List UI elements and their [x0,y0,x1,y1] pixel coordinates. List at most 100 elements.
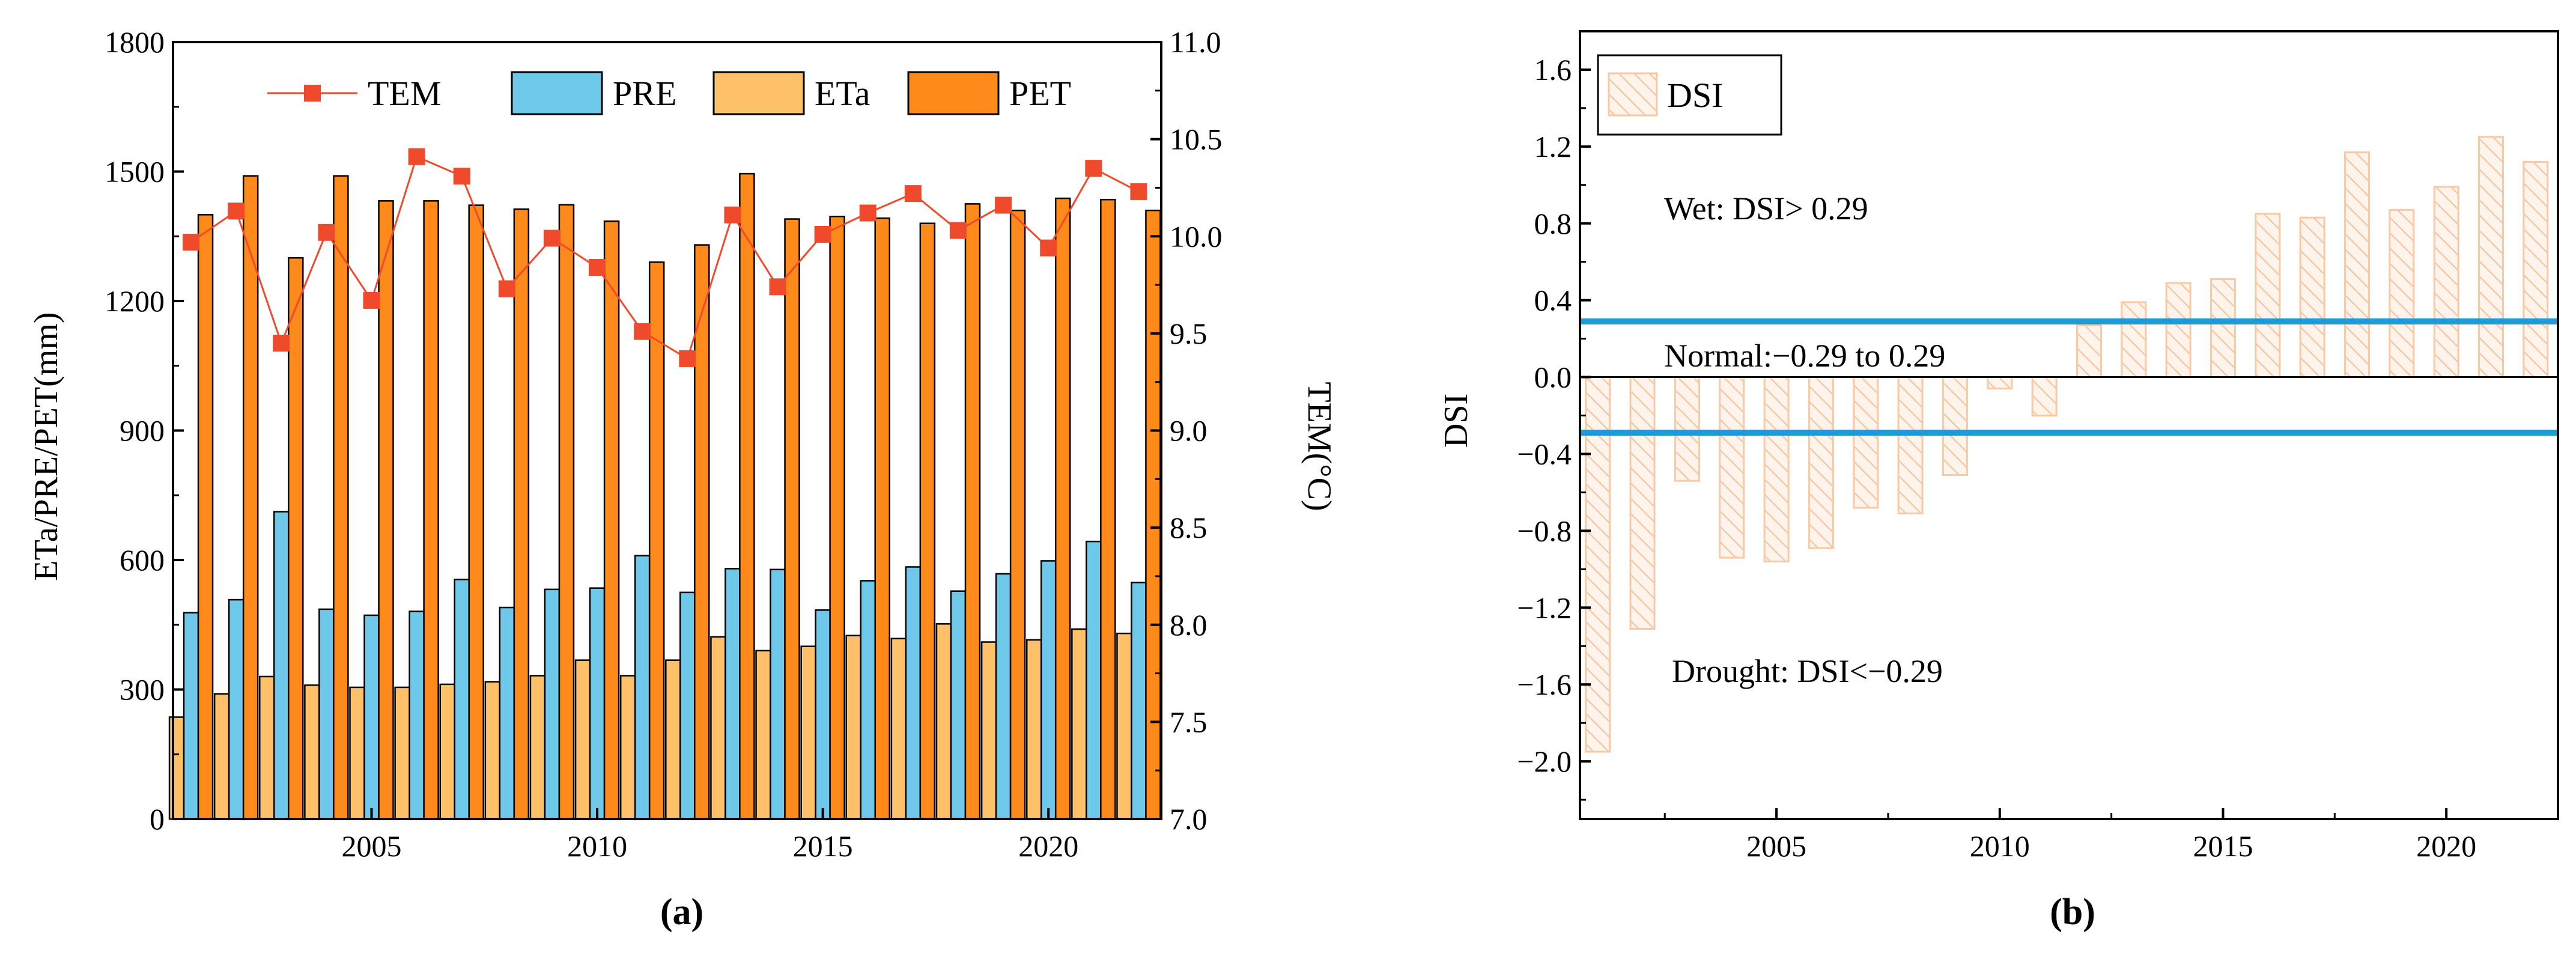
bar-pet-2003 [288,257,304,820]
dsi-bar-2018 [2344,151,2370,379]
legend-pre-label: PRE [613,74,676,113]
legend-dsi-label: DSI [1667,76,1723,115]
tem-point-2019 [995,196,1012,214]
legend-tem-label: TEM [368,74,441,113]
y-tick-label--0.4: −0.4 [1517,437,1572,470]
bar-pre-2015 [815,609,831,820]
bar-eta-2012 [665,659,681,820]
bar-pet-2008 [513,208,530,820]
bar-pet-2013 [739,172,755,820]
bar-pet-2009 [558,204,575,820]
bar-pet-2011 [648,261,665,820]
y-tick-label-1800: 1800 [105,25,165,59]
x-tick-label-2010: 2010 [567,829,627,863]
dsi-bar-2016 [2255,213,2281,379]
legend-pet-swatch [907,71,1000,115]
legend-pet-label: PET [1009,74,1071,113]
bar-eta-2003 [259,675,275,820]
bar-pet-2007 [468,204,484,820]
bar-pet-2001 [197,214,214,820]
y-tick-label-1.6: 1.6 [1534,53,1572,87]
y-tick-label--1.6: −1.6 [1517,668,1572,701]
tem-point-2004 [318,224,335,241]
chart-a-plot-area: 0 300 600 900 1200 1500 1800 7.0 7.5 8.0 8.5 9.0 9.5… [105,25,1223,863]
bar-pet-2017 [919,222,936,820]
bar-pre-2002 [228,598,245,820]
chart-a-legend: TEM PRE ETa PET [267,71,1071,115]
bar-eta-2008 [484,681,501,820]
drought-annotation: Drought: DSI<−0.29 [1672,653,1943,689]
y2-tick-label-10.0: 10.0 [1170,219,1223,253]
tem-point-2017 [904,185,922,202]
x-tick-label-2015: 2015 [793,829,853,863]
y2-tick-label-11.0: 11.0 [1170,25,1221,59]
y-tick-label-0.8: 0.8 [1534,207,1572,240]
dsi-bar-2005 [1763,376,1790,563]
dsi-bar-2012 [2076,324,2102,379]
tem-point-2022 [1130,183,1147,200]
chart-b-y-axis-label: DSI [1438,394,1475,448]
y2-tick-label-7.5: 7.5 [1170,705,1208,738]
legend-dsi-swatch [1608,72,1658,117]
dsi-bar-2015 [2210,278,2236,379]
x-tick-label-2020: 2020 [2416,829,2476,863]
bar-pre-2021 [1086,540,1102,820]
dsi-bar-2007 [1853,376,1879,509]
bar-pet-2020 [1054,197,1071,820]
x-tick-label-2005: 2005 [1746,829,1806,863]
y-tick-label-1200: 1200 [105,284,165,318]
tem-point-2010 [589,258,606,276]
y2-tick-label-8.5: 8.5 [1170,511,1208,544]
chart-a-y-axis-label: ETa/PRE/PET(mm) [28,312,65,580]
tem-point-2011 [634,323,651,340]
bar-pre-2012 [679,591,696,820]
dsi-bar-2022 [2523,160,2549,379]
bar-pet-2004 [333,175,349,820]
dsi-bar-2019 [2389,209,2415,379]
y-tick-label--0.8: −0.8 [1517,514,1572,547]
bar-pre-2014 [770,568,786,820]
bar-pre-2005 [363,614,380,820]
y2-tick-label-8.0: 8.0 [1170,608,1208,642]
tem-point-2015 [814,226,831,243]
legend-eta-swatch [712,71,805,115]
bar-pet-2010 [603,220,620,820]
bar-eta-2002 [213,693,230,820]
tem-point-2007 [453,168,470,185]
dsi-bar-2013 [2121,301,2147,379]
bar-pre-2008 [499,606,515,820]
tem-point-2001 [183,233,200,251]
bar-eta-2007 [439,683,455,820]
bar-eta-2010 [574,659,591,820]
bar-pre-2022 [1131,582,1147,820]
tem-point-2006 [408,148,425,165]
bar-pre-2009 [544,588,560,820]
bar-pre-2001 [183,612,199,820]
bar-pet-2005 [378,200,394,820]
tem-point-2013 [724,206,741,224]
bar-eta-2014 [755,650,771,820]
y-tick-label-600: 600 [120,543,165,577]
bar-pet-2002 [242,175,259,820]
bar-pre-2006 [409,610,425,820]
y2-tick-label-9.5: 9.5 [1170,317,1208,350]
y-tick-label-900: 900 [120,414,165,448]
bar-eta-2018 [935,623,952,820]
tem-point-2005 [363,291,380,309]
y-tick-label-1.2: 1.2 [1534,130,1572,163]
x-tick-label-2005: 2005 [342,829,402,863]
bar-eta-2009 [529,675,546,820]
bar-pet-2021 [1100,198,1116,820]
bar-eta-2022 [1116,632,1132,820]
dsi-bar-2014 [2165,282,2192,379]
y-tick-label-0: 0 [150,802,165,836]
bar-pre-2017 [905,566,922,820]
bar-pre-2004 [318,608,335,820]
bar-eta-2001 [168,716,185,820]
chart-b-legend: DSI [1597,54,1782,136]
chart-a: 0 300 600 900 1200 1500 1800 7.0 7.5 8.0 8.5 9.0 9.5… [28,25,1338,933]
chart-b: −2.0 −1.6 −1.2 −0.8 −0.4 0.0 0.4 0.8 1.2 1.6 2005 2… [1438,30,2559,933]
tem-point-2012 [679,350,696,367]
normal-annotation: Normal:−0.29 to 0.29 [1664,338,1945,374]
bar-eta-2013 [710,636,726,820]
